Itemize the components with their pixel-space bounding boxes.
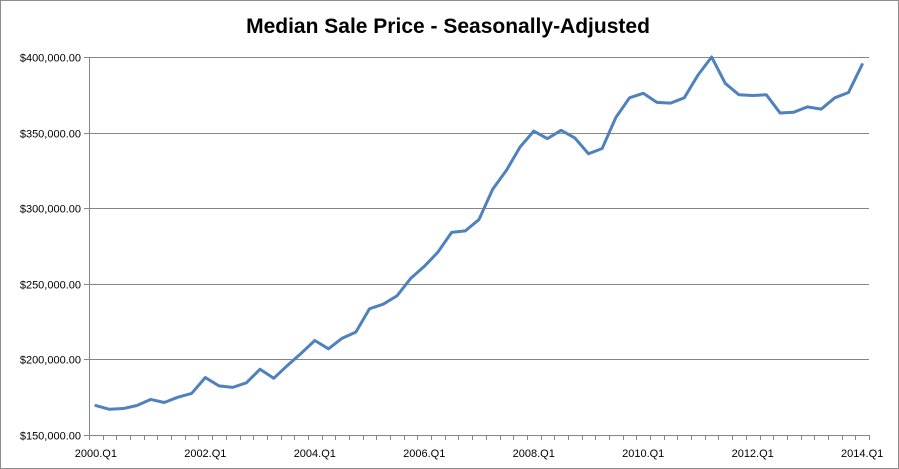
data-point: [286, 364, 289, 367]
x-tick-label: 2012.Q1: [732, 448, 774, 460]
data-point: [450, 231, 453, 234]
y-axis-tick-labels: $150,000.00 $200,000.00 $250,000.00 $300,00…: [20, 53, 81, 443]
data-point: [368, 307, 371, 310]
data-point: [519, 145, 522, 148]
chart-title: Median Sale Price - Seasonally-Adjusted: [246, 15, 650, 38]
data-point: [149, 398, 152, 401]
y-tick-label: $200,000.00: [20, 355, 81, 367]
x-tick-label: 2010.Q1: [622, 448, 664, 460]
data-point: [218, 384, 221, 387]
data-point: [820, 108, 823, 111]
series-line: [94, 55, 864, 411]
data-point: [833, 96, 836, 99]
data-point: [505, 169, 508, 172]
data-point: [382, 303, 385, 306]
data-point: [779, 111, 782, 114]
data-point: [327, 347, 330, 350]
data-point: [642, 92, 645, 95]
data-point: [491, 188, 494, 191]
x-axis-tick-labels: 2000.Q1 2002.Q1 2004.Q1 2006.Q1 2008.Q1 2010.…: [75, 448, 884, 460]
data-point: [163, 401, 166, 404]
y-tick-label: $250,000.00: [20, 280, 81, 292]
data-point: [423, 265, 426, 268]
y-tick-label: $300,000.00: [20, 204, 81, 216]
data-point: [738, 93, 741, 96]
x-tick-label: 2004.Q1: [294, 448, 336, 460]
data-point: [601, 147, 604, 150]
data-point: [313, 339, 316, 342]
data-point: [135, 404, 138, 407]
y-tick-label: $350,000.00: [20, 129, 81, 141]
x-tick-label: 2014.Q1: [841, 448, 883, 460]
x-tick-label: 2008.Q1: [513, 448, 555, 460]
data-point: [395, 294, 398, 297]
data-point: [478, 218, 481, 221]
y-tick-label: $400,000.00: [20, 53, 81, 65]
data-point: [724, 82, 727, 85]
data-point: [231, 386, 234, 389]
data-point: [546, 137, 549, 140]
data-point: [573, 136, 576, 139]
data-point: [696, 74, 699, 77]
data-point: [861, 63, 864, 66]
data-point: [341, 337, 344, 340]
axes: [84, 57, 870, 440]
data-point: [710, 56, 713, 59]
data-point: [669, 102, 672, 105]
x-tick-label: 2000.Q1: [75, 448, 117, 460]
data-point: [94, 404, 97, 407]
data-point: [751, 94, 754, 97]
data-point: [245, 381, 248, 384]
data-point: [532, 130, 535, 133]
data-point: [354, 331, 357, 334]
data-point: [587, 152, 590, 155]
data-point: [300, 352, 303, 355]
data-point: [190, 392, 193, 395]
gridlines: [89, 57, 869, 360]
y-tick-label: $150,000.00: [20, 431, 81, 443]
data-point: [614, 116, 617, 119]
data-point: [176, 396, 179, 399]
data-point: [792, 111, 795, 114]
data-point: [655, 101, 658, 104]
data-point: [683, 96, 686, 99]
data-point: [272, 377, 275, 380]
x-tick-label: 2002.Q1: [184, 448, 226, 460]
data-point: [560, 129, 563, 132]
data-point: [765, 93, 768, 96]
x-tick-label: 2006.Q1: [403, 448, 445, 460]
data-point: [464, 229, 467, 232]
series-median-sale-price: [94, 55, 864, 411]
data-point: [108, 408, 111, 411]
data-point: [847, 91, 850, 94]
data-point: [628, 96, 631, 99]
data-point: [806, 105, 809, 108]
data-point: [409, 277, 412, 280]
data-point: [122, 407, 125, 410]
data-point: [259, 368, 262, 371]
data-point: [436, 251, 439, 254]
data-point: [204, 376, 207, 379]
